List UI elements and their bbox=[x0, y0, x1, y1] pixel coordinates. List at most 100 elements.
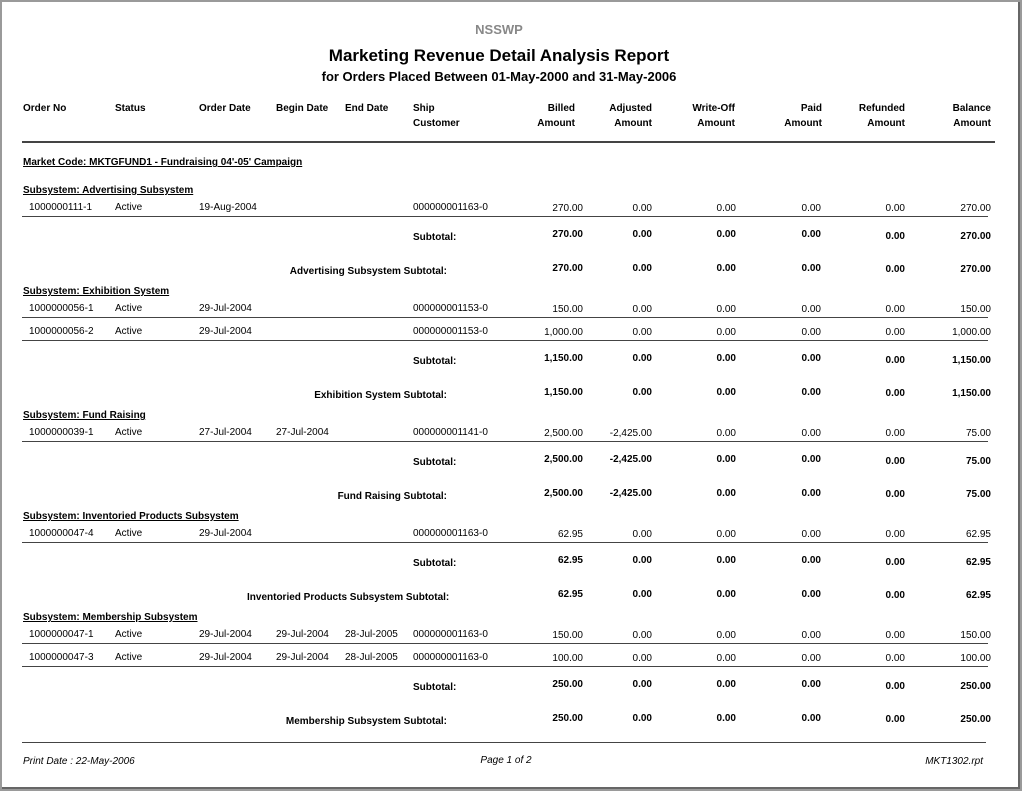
footer-rule bbox=[22, 742, 986, 743]
subtotal-amount: 0.00 bbox=[632, 679, 652, 690]
amount-cell: 0.00 bbox=[716, 630, 736, 641]
subsystem-total-amount: 270.00 bbox=[552, 263, 583, 274]
amount-cell: 150.00 bbox=[552, 630, 583, 641]
column-header: Order Date bbox=[199, 103, 251, 114]
subsystem-total-amount: 270.00 bbox=[960, 264, 991, 275]
column-header: Amount bbox=[953, 118, 991, 129]
page-number: Page 1 of 2 bbox=[480, 755, 532, 766]
subtotal-amount: 270.00 bbox=[552, 229, 583, 240]
amount-cell: 0.00 bbox=[801, 653, 821, 664]
subtotal-amount: 0.00 bbox=[716, 555, 736, 566]
subtotal-amount: 0.00 bbox=[885, 681, 905, 692]
subsystem-total-amount: 0.00 bbox=[885, 264, 905, 275]
subtotal-amount: 0.00 bbox=[716, 229, 736, 240]
row-rule bbox=[22, 666, 988, 667]
subtotal-amount: -2,425.00 bbox=[609, 454, 652, 465]
amount-cell: 1,000.00 bbox=[544, 327, 583, 338]
amount-cell: 0.00 bbox=[885, 428, 905, 439]
subsystem-total-amount: 0.00 bbox=[885, 714, 905, 725]
column-header: Order No bbox=[23, 103, 67, 114]
subtotal-label: Subtotal: bbox=[413, 682, 457, 693]
subsystem-total-amount: 1,150.00 bbox=[952, 388, 991, 399]
cell-order-no: 1000000047-4 bbox=[29, 528, 94, 539]
amount-cell: 0.00 bbox=[885, 327, 905, 338]
report-title: Marketing Revenue Detail Analysis Report bbox=[328, 46, 670, 65]
column-header: Amount bbox=[697, 118, 735, 129]
subsystem-total-amount: 250.00 bbox=[552, 713, 583, 724]
cell-order-no: 1000000056-1 bbox=[29, 303, 94, 314]
subsystem-total-amount: 0.00 bbox=[716, 589, 736, 600]
subsystem-total-label: Fund Raising Subtotal: bbox=[337, 491, 447, 502]
cell-order-no: 1000000047-1 bbox=[29, 629, 94, 640]
subtotal-amount: 0.00 bbox=[716, 353, 736, 364]
column-header: Adjusted bbox=[609, 103, 652, 114]
amount-cell: 0.00 bbox=[801, 630, 821, 641]
cell-customer: 000000001153-0 bbox=[413, 303, 488, 314]
amount-cell: 0.00 bbox=[716, 203, 736, 214]
subtotal-amount: 0.00 bbox=[632, 229, 652, 240]
cell-begin-date: 29-Jul-2004 bbox=[276, 652, 329, 663]
cell-status: Active bbox=[115, 326, 143, 337]
cell-order-no: 1000000047-3 bbox=[29, 652, 94, 663]
cell-order-date: 19-Aug-2004 bbox=[199, 202, 257, 213]
cell-status: Active bbox=[115, 202, 143, 213]
subsystem-total-amount: 0.00 bbox=[716, 713, 736, 724]
cell-status: Active bbox=[115, 528, 143, 539]
subtotal-label: Subtotal: bbox=[413, 356, 457, 367]
cell-order-date: 29-Jul-2004 bbox=[199, 326, 252, 337]
subsystem-total-label: Advertising Subsystem Subtotal: bbox=[289, 266, 447, 277]
subtotal-amount: 0.00 bbox=[801, 229, 821, 240]
subsystem-total-amount: 1,150.00 bbox=[544, 387, 583, 398]
amount-cell: 0.00 bbox=[716, 653, 736, 664]
subtotal-amount: 0.00 bbox=[801, 454, 821, 465]
column-header: Amount bbox=[784, 118, 822, 129]
subsystem-total-amount: 0.00 bbox=[801, 387, 821, 398]
row-rule bbox=[22, 216, 988, 217]
column-header: Begin Date bbox=[276, 103, 329, 114]
subsystem-heading: Subsystem: Membership Subsystem bbox=[23, 612, 198, 623]
subsystem-total-label: Inventoried Products Subsystem Subtotal: bbox=[247, 592, 450, 603]
subtotal-amount: 0.00 bbox=[801, 353, 821, 364]
subsystem-total-amount: 0.00 bbox=[632, 713, 652, 724]
column-header: Write-Off bbox=[692, 103, 735, 114]
column-header: End Date bbox=[345, 103, 389, 114]
row-rule bbox=[22, 441, 988, 442]
subsystem-total-amount: 62.95 bbox=[557, 589, 583, 600]
amount-cell: 0.00 bbox=[801, 203, 821, 214]
amount-cell: 0.00 bbox=[885, 529, 905, 540]
subtotal-amount: 1,150.00 bbox=[952, 355, 991, 366]
cell-order-date: 29-Jul-2004 bbox=[199, 629, 252, 640]
subsystem-total-label: Membership Subsystem Subtotal: bbox=[285, 716, 447, 727]
cell-customer: 000000001141-0 bbox=[413, 427, 488, 438]
column-header: Amount bbox=[614, 118, 652, 129]
amount-cell: 0.00 bbox=[885, 304, 905, 315]
cell-end-date: 28-Jul-2005 bbox=[345, 652, 398, 663]
subtotal-amount: 0.00 bbox=[716, 454, 736, 465]
print-date: Print Date : 22-May-2006 bbox=[23, 756, 135, 767]
subtotal-amount: 1,150.00 bbox=[544, 353, 583, 364]
cell-order-no: 1000000039-1 bbox=[29, 427, 94, 438]
amount-cell: 0.00 bbox=[632, 653, 652, 664]
cell-customer: 000000001153-0 bbox=[413, 326, 488, 337]
subtotal-amount: 0.00 bbox=[632, 555, 652, 566]
market-code: Market Code: MKTGFUND1 - Fundraising 04'… bbox=[23, 157, 303, 168]
amount-cell: 0.00 bbox=[632, 529, 652, 540]
subsystem-total-amount: 250.00 bbox=[960, 714, 991, 725]
subsystem-heading: Subsystem: Advertising Subsystem bbox=[23, 185, 194, 196]
amount-cell: 0.00 bbox=[716, 304, 736, 315]
column-header: Refunded bbox=[858, 103, 905, 114]
subtotal-amount: 0.00 bbox=[632, 353, 652, 364]
amount-cell: 0.00 bbox=[632, 327, 652, 338]
report-subtitle: for Orders Placed Between 01-May-2000 an… bbox=[321, 69, 677, 84]
amount-cell: 100.00 bbox=[960, 653, 991, 664]
subsystem-total-amount: 0.00 bbox=[632, 263, 652, 274]
amount-cell: 62.95 bbox=[557, 529, 583, 540]
cell-order-date: 29-Jul-2004 bbox=[199, 528, 252, 539]
cell-status: Active bbox=[115, 629, 143, 640]
row-rule bbox=[22, 643, 988, 644]
subsystem-total-amount: 75.00 bbox=[965, 489, 991, 500]
cell-order-no: 1000000111-1 bbox=[29, 202, 93, 213]
subtotal-amount: 0.00 bbox=[885, 355, 905, 366]
amount-cell: 150.00 bbox=[552, 304, 583, 315]
